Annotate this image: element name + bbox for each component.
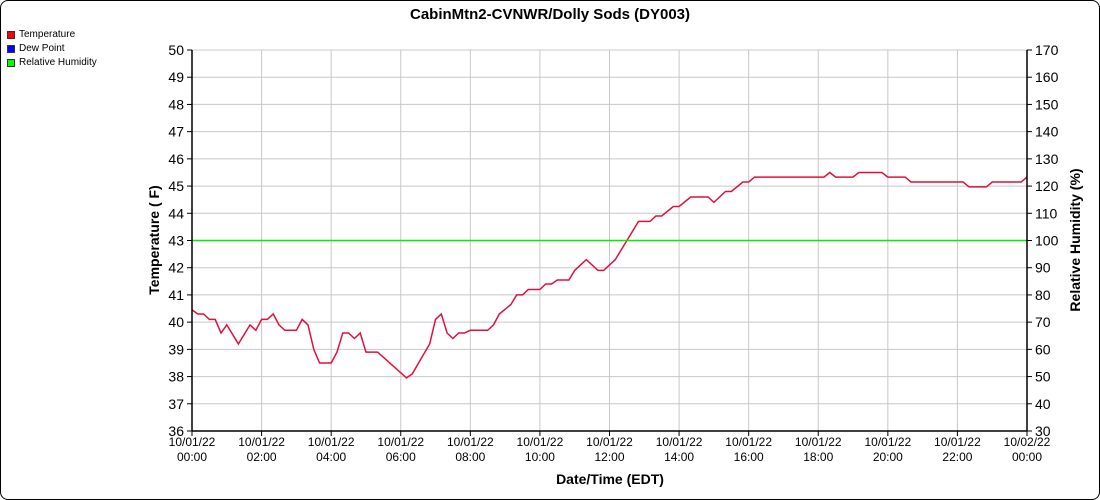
x-tick-time: 18:00 [803,450,833,464]
y-tick-label: 42 [168,260,184,276]
y-tick-label: 50 [168,42,184,58]
x-tick-time: 08:00 [455,450,485,464]
x-tick-time: 00:00 [1012,450,1042,464]
x-tick-date: 10/01/22 [517,435,564,449]
legend-item-dew-point: Dew Point [7,42,97,56]
x-tick-date: 10/01/22 [377,435,424,449]
y-tick-label: 38 [168,369,184,385]
y-tick-label: 37 [168,396,184,412]
y2-tick-label: 110 [1035,205,1058,221]
x-tick-time: 20:00 [873,450,903,464]
x-tick-time: 04:00 [316,450,346,464]
legend-swatch-relative-humidity [7,59,15,67]
x-tick-date: 10/02/22 [1004,435,1051,449]
y-tick-label: 48 [168,96,184,112]
y-tick-label: 46 [168,151,184,167]
x-tick-date: 10/01/22 [725,435,772,449]
x-tick-time: 02:00 [247,450,277,464]
x-axis-label: Date/Time (EDT) [556,471,664,487]
y2-tick-label: 130 [1035,151,1059,167]
y2-tick-label: 70 [1035,314,1051,330]
y-tick-label: 45 [168,178,184,194]
x-tick-date: 10/01/22 [586,435,633,449]
x-tick-date: 10/01/22 [864,435,911,449]
legend-item-temperature: Temperature [7,28,97,42]
y2-tick-label: 50 [1035,369,1051,385]
y2-tick-label: 90 [1035,260,1051,276]
legend-label: Dew Point [19,43,65,54]
y-tick-label: 47 [168,124,184,140]
y-axis-label: Temperature ( F) [146,185,162,294]
x-tick-time: 00:00 [177,450,207,464]
legend-label: Temperature [19,29,76,40]
legend-item-relative-humidity: Relative Humidity [7,56,97,70]
y-tick-label: 40 [168,314,184,330]
y-tick-label: 44 [168,205,184,221]
y2-tick-label: 30 [1035,423,1051,439]
chart-title: CabinMtn2-CVNWR/Dolly Sods (DY003) [410,6,690,23]
y-tick-label: 39 [168,341,184,357]
series-line-temperature [191,171,1028,379]
x-tick-time: 14:00 [664,450,694,464]
y2-tick-label: 160 [1035,69,1059,85]
x-tick-date: 10/01/22 [308,435,355,449]
legend: Temperature Dew Point Relative Humidity [7,28,97,70]
x-tick-date: 10/01/22 [795,435,842,449]
legend-swatch-temperature [7,31,15,39]
x-tick-time: 12:00 [594,450,624,464]
x-tick-time: 22:00 [942,450,972,464]
legend-label: Relative Humidity [19,57,97,68]
y2-tick-label: 80 [1035,287,1051,303]
legend-swatch-dew-point [7,45,15,53]
y2-tick-label: 140 [1035,124,1059,140]
x-tick-date: 10/01/22 [169,435,216,449]
y-tick-label: 41 [168,287,184,303]
x-tick-time: 06:00 [386,450,416,464]
y-tick-label: 49 [168,69,184,85]
y-tick-label: 43 [168,233,184,249]
y-tick-label: 36 [168,423,184,439]
y2-tick-label: 150 [1035,96,1059,112]
y2-tick-label: 100 [1035,233,1059,249]
x-tick-date: 10/01/22 [656,435,703,449]
x-tick-date: 10/01/22 [238,435,285,449]
y2-tick-label: 120 [1035,178,1059,194]
x-tick-time: 10:00 [525,450,555,464]
y2-tick-label: 60 [1035,341,1051,357]
y2-axis-label: Relative Humidity (%) [1067,168,1083,311]
x-tick-date: 10/01/22 [934,435,981,449]
x-tick-date: 10/01/22 [447,435,494,449]
y2-tick-label: 170 [1035,42,1059,58]
y2-tick-label: 40 [1035,396,1051,412]
x-tick-time: 16:00 [734,450,764,464]
